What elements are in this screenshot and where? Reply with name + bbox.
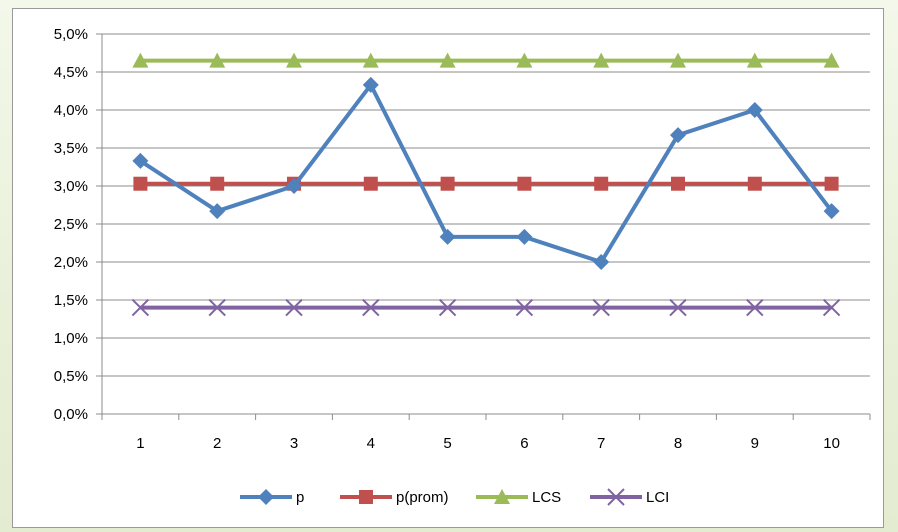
data-point-p(prom) xyxy=(594,176,609,191)
data-point-p xyxy=(670,127,686,144)
data-point-LCS xyxy=(823,52,840,68)
legend-marker-LCI xyxy=(607,488,625,506)
data-point-LCI xyxy=(822,298,841,317)
data-point-p xyxy=(823,203,840,220)
data-point-p(prom) xyxy=(671,176,685,191)
y-tick-label: 1,0% xyxy=(54,330,88,347)
data-point-p xyxy=(132,152,149,169)
data-point-p xyxy=(209,203,226,220)
x-tick-label: 3 xyxy=(290,435,298,452)
x-tick-label: 4 xyxy=(367,435,375,452)
data-point-p(prom) xyxy=(210,176,225,191)
series-line-p xyxy=(139,82,834,264)
x-tick-label: 8 xyxy=(674,435,682,452)
data-point-LCS xyxy=(362,52,379,68)
data-point-p(prom) xyxy=(440,176,455,191)
y-tick-label: 5,0% xyxy=(54,26,88,43)
data-point-p xyxy=(593,254,610,270)
chart-area xyxy=(12,8,884,528)
legend-label-p(prom): p(prom) xyxy=(396,489,449,506)
data-point-p(prom) xyxy=(824,176,839,191)
y-tick-label: 1,5% xyxy=(54,292,88,309)
data-point-LCI xyxy=(208,298,226,317)
legend-marker-LCS xyxy=(494,489,510,504)
data-point-p(prom) xyxy=(747,176,762,191)
legend-label-LCS: LCS xyxy=(532,489,561,506)
data-point-LCS xyxy=(670,52,686,68)
x-tick-label: 7 xyxy=(597,435,605,452)
y-tick-label: 3,0% xyxy=(54,178,88,195)
data-point-p xyxy=(362,76,379,93)
data-point-p(prom) xyxy=(133,176,148,191)
y-tick-label: 2,0% xyxy=(54,254,88,271)
data-point-LCS xyxy=(746,52,763,68)
data-point-LCI xyxy=(362,298,380,317)
data-point-LCS xyxy=(439,52,456,68)
legend-marker-p(prom) xyxy=(359,490,373,504)
data-point-LCI xyxy=(515,298,534,317)
data-point-LCS xyxy=(516,52,533,68)
data-point-p xyxy=(286,178,302,194)
legend-label-p: p xyxy=(296,489,304,506)
data-point-p xyxy=(439,228,456,245)
y-tick-label: 4,5% xyxy=(54,64,88,81)
data-point-LCI xyxy=(592,298,610,317)
x-tick-label: 10 xyxy=(823,435,840,452)
x-tick-label: 1 xyxy=(136,435,144,452)
data-point-p(prom) xyxy=(517,176,532,191)
x-tick-label: 9 xyxy=(751,435,759,452)
data-point-LCI xyxy=(746,298,764,317)
data-point-LCS xyxy=(209,52,226,68)
data-point-p(prom) xyxy=(363,176,378,191)
data-point-LCS xyxy=(593,52,610,68)
y-tick-label: 2,5% xyxy=(54,216,88,233)
x-tick-label: 6 xyxy=(520,435,528,452)
data-point-LCS xyxy=(132,52,149,68)
x-tick-label: 5 xyxy=(443,435,451,452)
legend-label-LCI: LCI xyxy=(646,489,669,506)
data-point-p xyxy=(516,228,533,245)
legend-marker-p xyxy=(258,489,274,505)
x-tick-label: 2 xyxy=(213,435,221,452)
y-tick-label: 3,5% xyxy=(54,140,88,157)
y-tick-label: 0,0% xyxy=(54,406,88,423)
y-tick-label: 4,0% xyxy=(54,102,88,119)
data-point-LCS xyxy=(286,52,302,68)
data-point-p xyxy=(746,102,763,118)
data-point-LCI xyxy=(438,298,457,317)
data-point-LCI xyxy=(285,298,303,317)
data-point-LCI xyxy=(669,298,687,317)
data-point-LCI xyxy=(131,298,150,317)
y-tick-label: 0,5% xyxy=(54,368,88,385)
